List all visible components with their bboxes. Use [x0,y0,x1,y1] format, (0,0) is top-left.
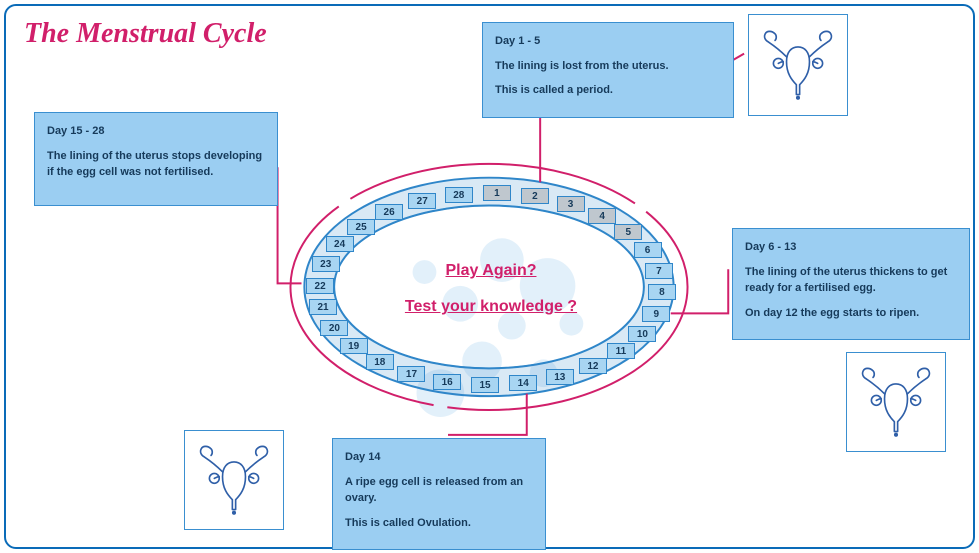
center-links: Play Again? Test your knowledge ? [335,207,647,371]
test-knowledge-link[interactable]: Test your knowledge ? [405,298,577,316]
day-cell-13: 13 [546,369,574,385]
info-box-phase1: Day 1 - 5 The lining is lost from the ute… [482,22,734,118]
page-title: The Menstrual Cycle [24,18,267,50]
day-cell-21: 21 [309,299,337,315]
info-box-line: The lining of the uterus thickens to get… [745,264,957,297]
main-frame: The Menstrual Cycle Day 1 - 5 The lining … [4,4,975,549]
info-box-header: Day 6 - 13 [745,239,957,256]
info-box-header: Day 1 - 5 [495,33,721,50]
play-again-link[interactable]: Play Again? [446,262,537,280]
info-box-line: This is called Ovulation. [345,515,533,532]
day-cell-15: 15 [471,377,499,393]
day-cell-16: 16 [433,374,461,390]
day-cell-8: 8 [648,284,676,300]
diagram-box-1 [748,14,848,116]
info-box-phase2: Day 6 - 13 The lining of the uterus thick… [732,228,970,340]
info-box-phase3: Day 14 A ripe egg cell is released from a… [332,438,546,550]
day-cell-1: 1 [483,185,511,201]
day-cell-7: 7 [645,263,673,279]
day-cell-14: 14 [509,375,537,391]
info-box-line: The lining of the uterus stops developin… [47,148,265,181]
diagram-box-2 [846,352,946,452]
info-box-header: Day 14 [345,449,533,466]
day-cell-28: 28 [445,187,473,203]
info-box-line: A ripe egg cell is released from an ovar… [345,474,533,507]
day-cell-2: 2 [521,188,549,204]
info-box-line: The lining is lost from the uterus. [495,58,721,75]
day-cell-22: 22 [306,278,334,294]
info-box-line: On day 12 the egg starts to ripen. [745,305,957,322]
diagram-box-3 [184,430,284,530]
info-box-header: Day 15 - 28 [47,123,265,140]
info-box-phase4: Day 15 - 28 The lining of the uterus stop… [34,112,278,206]
info-box-line: This is called a period. [495,82,721,99]
